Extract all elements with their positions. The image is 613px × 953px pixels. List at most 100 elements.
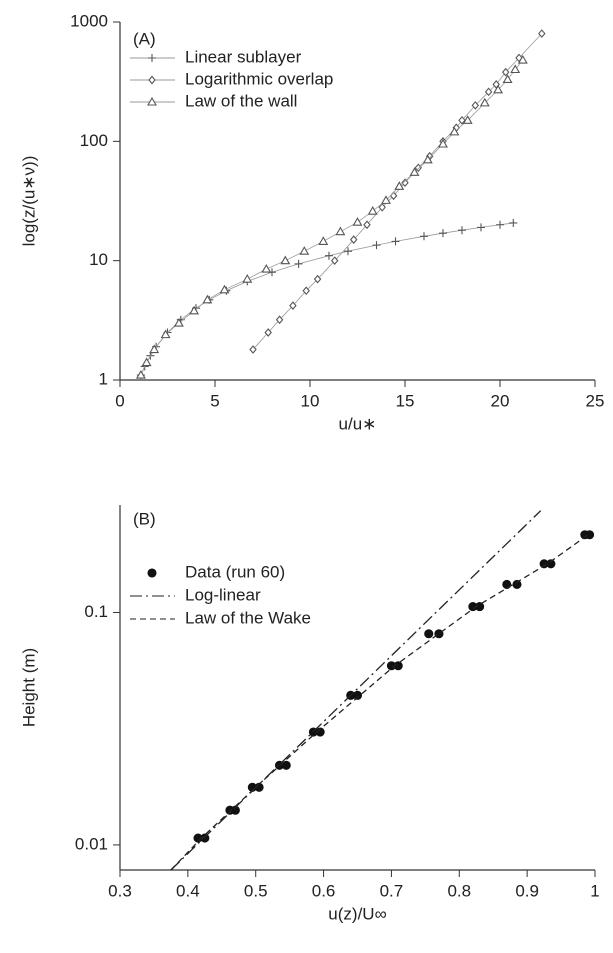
marker-diamond <box>458 115 466 125</box>
legend-label: Data (run 60) <box>185 562 285 581</box>
marker-plus <box>344 247 352 256</box>
marker-triangle <box>517 54 528 64</box>
marker-plus <box>477 223 485 232</box>
marker-triangle <box>160 329 171 339</box>
panel-label: (B) <box>133 509 156 528</box>
marker-triangle <box>367 206 378 215</box>
marker-plus <box>420 232 428 241</box>
marker-triangle <box>149 344 160 354</box>
marker-circle <box>585 530 595 540</box>
marker-triangle <box>352 217 363 226</box>
marker-diamond <box>501 67 510 77</box>
legend-label: Logarithmic overlap <box>185 69 333 88</box>
legend-label: Log-linear <box>185 585 261 604</box>
marker-triangle <box>438 138 448 148</box>
y-tick-label: 1000 <box>70 11 108 30</box>
marker-diamond <box>378 202 386 212</box>
x-tick-label: 0.5 <box>244 881 268 900</box>
marker-diamond <box>275 315 284 325</box>
y-axis-label: Height (m) <box>19 648 38 727</box>
marker-triangle <box>135 369 146 379</box>
marker-plus <box>372 241 381 250</box>
y-tick-label: 0.01 <box>75 834 108 853</box>
marker-triangle <box>141 357 152 367</box>
legend-label: Law of the wall <box>185 91 297 110</box>
marker-triangle <box>173 317 184 327</box>
marker-diamond <box>302 286 310 296</box>
marker-diamond <box>363 220 371 230</box>
marker-plus <box>325 251 333 260</box>
x-axis-label: u/u∗ <box>339 414 377 433</box>
marker-plus <box>391 237 400 246</box>
marker-triangle <box>318 236 329 245</box>
series-line <box>170 534 589 871</box>
y-tick-label: 10 <box>89 250 108 269</box>
marker-circle <box>281 760 291 770</box>
x-tick-label: 0.7 <box>380 881 404 900</box>
marker-diamond <box>492 80 500 89</box>
marker-plus <box>294 259 303 268</box>
legend-marker <box>147 96 157 106</box>
marker-triangle <box>502 74 513 84</box>
y-tick-label: 1 <box>99 369 108 388</box>
marker-diamond <box>538 29 546 38</box>
x-tick-label: 1 <box>590 881 599 900</box>
marker-triangle <box>189 305 200 315</box>
marker-diamond <box>249 345 257 354</box>
legend-label: Linear sublayer <box>185 47 302 66</box>
marker-plus <box>509 218 518 227</box>
x-tick-label: 15 <box>396 391 415 410</box>
marker-circle <box>424 629 434 639</box>
marker-diamond <box>264 328 272 337</box>
marker-triangle <box>462 115 473 124</box>
x-tick-label: 0.4 <box>176 881 200 900</box>
marker-triangle <box>409 167 420 176</box>
marker-triangle <box>493 84 504 94</box>
marker-triangle <box>335 226 346 236</box>
marker-triangle <box>280 255 291 265</box>
marker-diamond <box>330 256 339 266</box>
series-line <box>140 59 524 376</box>
marker-triangle <box>449 126 460 136</box>
series-line <box>170 510 542 871</box>
axes <box>119 505 595 871</box>
legend-marker <box>147 568 157 578</box>
marker-triangle <box>202 294 213 304</box>
marker-circle <box>546 559 556 569</box>
legend-marker <box>148 54 156 62</box>
marker-triangle <box>261 263 272 273</box>
marker-triangle <box>479 97 490 107</box>
marker-diamond <box>484 87 493 97</box>
marker-plus <box>458 226 466 235</box>
marker-triangle <box>422 154 433 164</box>
x-tick-label: 20 <box>491 391 510 410</box>
marker-diamond <box>289 301 297 310</box>
x-tick-label: 0.8 <box>447 881 471 900</box>
marker-diamond <box>401 178 409 188</box>
marker-triangle <box>242 274 253 283</box>
legend-marker <box>148 75 156 85</box>
marker-triangle <box>394 181 405 190</box>
x-tick-label: 25 <box>586 391 605 410</box>
x-axis-label: u(z)/U∞ <box>328 904 386 923</box>
marker-diamond <box>471 101 480 110</box>
marker-triangle <box>219 284 230 294</box>
marker-diamond <box>349 235 358 244</box>
legend-label: Law of the Wake <box>185 608 311 627</box>
marker-circle <box>512 579 522 590</box>
panel-label: (A) <box>133 29 156 48</box>
x-tick-label: 0.6 <box>312 881 336 900</box>
x-tick-label: 5 <box>210 391 219 410</box>
y-tick-label: 0.1 <box>84 602 108 621</box>
series-line <box>140 222 514 376</box>
marker-diamond <box>313 274 322 284</box>
x-tick-label: 0.9 <box>515 881 539 900</box>
marker-triangle <box>299 246 310 255</box>
marker-plus <box>496 220 504 229</box>
marker-circle <box>352 690 363 700</box>
y-axis-label: log(z/(u∗ν)) <box>19 156 38 247</box>
marker-plus <box>439 229 447 238</box>
x-tick-label: 0 <box>115 391 124 410</box>
y-tick-label: 100 <box>80 131 108 150</box>
